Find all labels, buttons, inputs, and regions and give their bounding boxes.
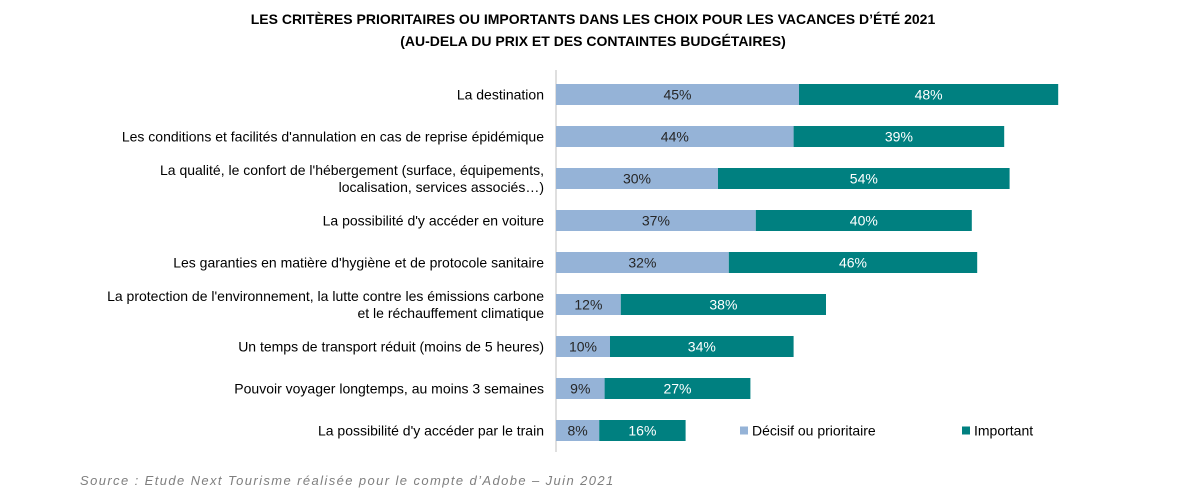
- category-label: La destination: [457, 87, 544, 103]
- data-label: 34%: [688, 339, 716, 355]
- bar-important: [793, 126, 1005, 147]
- bar-decisif: [556, 252, 729, 273]
- category-label: Pouvoir voyager longtemps, au moins 3 se…: [234, 381, 544, 397]
- category-label: La qualité, le confort de l'hébergement …: [160, 162, 544, 195]
- data-label: 37%: [642, 213, 670, 229]
- data-label: 10%: [569, 339, 597, 355]
- bar-decisif: [556, 210, 756, 231]
- category-label: Les conditions et facilités d'annulation…: [122, 129, 544, 145]
- bar-important: [718, 168, 1010, 189]
- bar-important: [604, 378, 751, 399]
- bar-important: [755, 210, 972, 231]
- data-label: 40%: [850, 213, 878, 229]
- data-label: 16%: [628, 423, 656, 439]
- bar-important: [799, 84, 1059, 105]
- legend-swatch-important: [962, 426, 970, 435]
- data-label: 39%: [885, 129, 913, 145]
- data-label: 38%: [709, 297, 737, 313]
- bar-decisif: [556, 84, 799, 105]
- bar-decisif: [556, 294, 621, 315]
- category-label: La protection de l'environnement, la lut…: [107, 288, 544, 321]
- data-label: 44%: [661, 129, 689, 145]
- chart-title: LES CRITÈRES PRIORITAIRES OU IMPORTANTS …: [250, 11, 936, 27]
- data-label: 30%: [623, 171, 651, 187]
- legend-label-decisif: Décisif ou prioritaire: [752, 423, 876, 439]
- data-label: 27%: [663, 381, 691, 397]
- category-label: La possibilité d'y accéder en voiture: [323, 213, 545, 229]
- bar-decisif: [556, 420, 600, 441]
- bar-decisif: [556, 336, 610, 357]
- bar-important: [728, 252, 978, 273]
- source-note: Source : Etude Next Tourisme réalisée po…: [80, 473, 615, 488]
- category-label: Les garanties en matière d'hygiène et de…: [173, 255, 544, 271]
- data-label: 48%: [915, 87, 943, 103]
- data-label: 32%: [628, 255, 656, 271]
- data-label: 12%: [574, 297, 602, 313]
- category-label: Un temps de transport réduit (moins de 5…: [238, 339, 544, 355]
- data-label: 54%: [850, 171, 878, 187]
- bar-important: [610, 336, 794, 357]
- bar-decisif: [556, 126, 794, 147]
- bar-decisif: [556, 378, 605, 399]
- bar-important: [599, 420, 686, 441]
- data-label: 8%: [567, 423, 587, 439]
- data-label: 45%: [663, 87, 691, 103]
- data-label: 9%: [570, 381, 590, 397]
- data-label: 46%: [839, 255, 867, 271]
- bar-important: [620, 294, 826, 315]
- legend-swatch-decisif: [740, 426, 748, 435]
- chart-subtitle: (AU-DELA DU PRIX ET DES CONTAINTES BUDGÉ…: [400, 33, 786, 49]
- bar-decisif: [556, 168, 718, 189]
- legend-label-important: Important: [974, 423, 1033, 439]
- category-label: La possibilité d'y accéder par le train: [318, 423, 544, 439]
